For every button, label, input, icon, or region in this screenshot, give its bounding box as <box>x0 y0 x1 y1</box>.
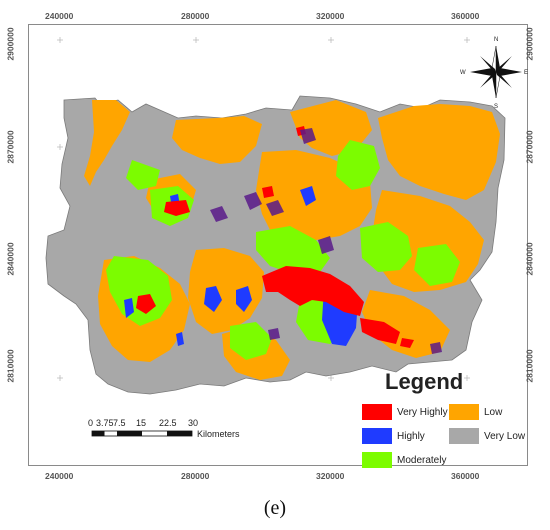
speckle-clusters <box>210 128 442 354</box>
compass-e: E <box>524 70 528 76</box>
x-tick-bottom-1: 240000 <box>45 471 74 481</box>
legend-item-very-low: Very Low <box>449 428 525 444</box>
legend-swatch-very-highly <box>362 404 392 420</box>
legend-label-low: Low <box>484 406 503 418</box>
legend-item-low: Low <box>449 404 502 420</box>
x-tick-bottom-4: 360000 <box>451 471 480 481</box>
scale-label-0: 0 <box>88 418 94 428</box>
scale-label-7-5: 7.5 <box>113 418 126 428</box>
compass-w: W <box>460 70 466 76</box>
legend-swatch-moderately <box>362 452 392 468</box>
compass-n: N <box>494 37 498 43</box>
legend-swatch-very-low <box>449 428 479 444</box>
figure-caption: (e) <box>263 497 287 519</box>
compass-s: S <box>494 104 498 110</box>
scale-unit: Kilometers <box>197 429 240 439</box>
legend-item-moderately: Moderately <box>362 452 446 468</box>
x-tick-bottom-3: 320000 <box>316 471 345 481</box>
legend-label-very-low: Very Low <box>484 430 526 442</box>
scale-label-30: 30 <box>188 418 199 428</box>
x-tick-top-1: 240000 <box>45 11 74 21</box>
region-low <box>84 100 500 380</box>
scale-bar <box>91 430 193 437</box>
x-tick-top-3: 320000 <box>316 11 345 21</box>
scale-label-22-5: 22.5 <box>159 418 177 428</box>
x-tick-bottom-2: 280000 <box>181 471 210 481</box>
compass-rose-icon: N S W E <box>460 37 528 110</box>
legend-label-very-highly: Very Highly <box>397 406 448 418</box>
legend-label-highly: Highly <box>397 430 425 442</box>
legend-title: Legend <box>385 369 464 394</box>
x-tick-top-4: 360000 <box>451 11 480 21</box>
legend-label-moderately: Moderately <box>397 454 447 466</box>
legend-item-highly: Highly <box>362 428 425 444</box>
legend-swatch-low <box>449 404 479 420</box>
scale-label-3-75: 3.75 <box>96 418 114 428</box>
scale-label-15: 15 <box>136 418 147 428</box>
x-tick-top-2: 280000 <box>181 11 210 21</box>
legend-swatch-highly <box>362 428 392 444</box>
legend-item-very-highly: Very Highly <box>362 404 448 420</box>
